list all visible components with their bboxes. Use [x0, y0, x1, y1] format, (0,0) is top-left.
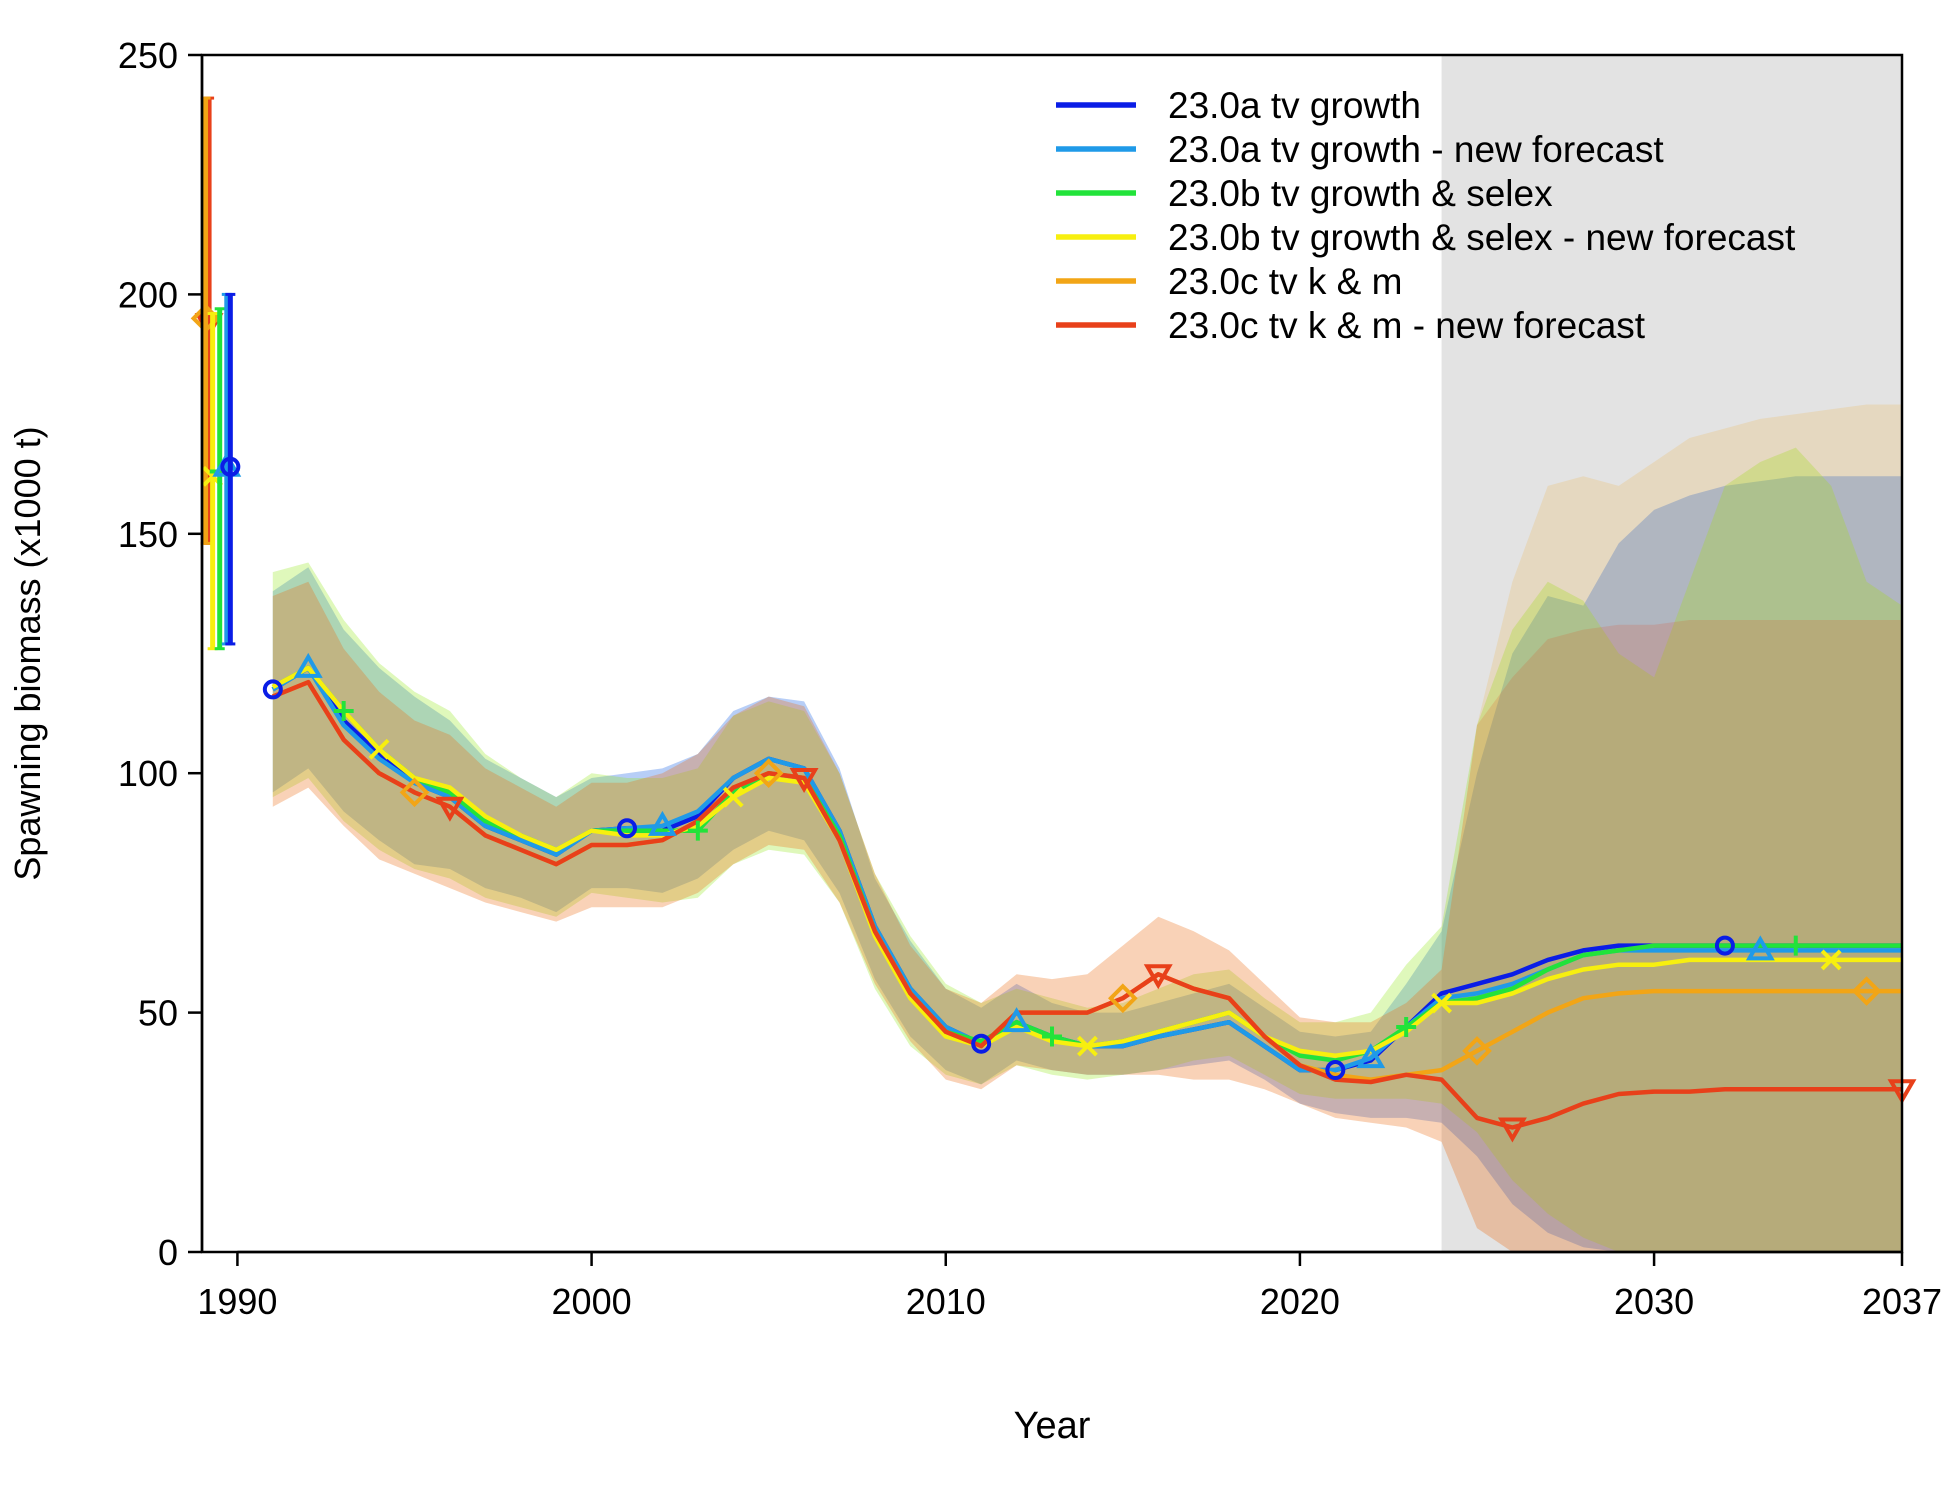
x-tick-label: 2010	[906, 1281, 986, 1322]
marker-series-3	[1042, 1026, 1062, 1047]
marker-series-6	[1143, 964, 1173, 990]
marker-series-3	[1785, 935, 1806, 956]
legend-label-3: 23.0b tv growth & selex	[1168, 173, 1553, 214]
marker-series-4	[1820, 949, 1842, 971]
legend-label-1: 23.0a tv growth	[1168, 85, 1421, 126]
marker-series-6	[789, 767, 819, 793]
y-tick-label: 100	[118, 753, 178, 794]
marker-series-3	[333, 700, 354, 721]
virgin-biomass-intervals	[190, 96, 242, 651]
confidence-band-4	[272, 447, 1902, 1253]
marker-series-5	[1462, 1036, 1492, 1066]
confidence-band-3	[272, 447, 1902, 1253]
marker-series-5	[1851, 976, 1882, 1006]
marker-series-6	[1497, 1117, 1527, 1143]
series-markers	[262, 652, 1917, 1143]
y-tick-label: 0	[158, 1232, 178, 1273]
x-tick-label: 2030	[1614, 1281, 1694, 1322]
confidence-band-1	[272, 476, 1902, 1252]
series-line-6	[271, 679, 1902, 1130]
marker-series-2	[1002, 1007, 1032, 1033]
x-axis-label: Year	[1014, 1405, 1091, 1447]
marker-series-2	[647, 810, 677, 836]
forecast-shading	[1441, 55, 1902, 1252]
marker-series-1	[971, 1033, 992, 1054]
marker-series-2	[1745, 935, 1775, 961]
y-tick-label: 200	[118, 274, 178, 315]
marker-series-1	[1325, 1060, 1346, 1081]
forecast-region	[1441, 55, 1902, 1252]
confidence-bands	[272, 404, 1902, 1253]
marker-series-5	[399, 777, 430, 808]
marker-series-5	[1108, 983, 1138, 1014]
virgin-point-1	[220, 456, 241, 477]
marker-series-5	[753, 758, 784, 789]
marker-series-3	[1396, 1016, 1417, 1037]
x-tick-label: 2000	[552, 1281, 632, 1322]
confidence-band-6	[272, 581, 1902, 1252]
marker-series-1	[262, 679, 283, 700]
x-tick-label: 2020	[1260, 1281, 1340, 1322]
y-tick-label: 150	[118, 514, 178, 555]
marker-series-2	[293, 652, 323, 678]
legend-label-4: 23.0b tv growth & selex - new forecast	[1168, 217, 1796, 258]
y-tick-label: 250	[118, 35, 178, 76]
y-axis-label: Spawning biomass (x1000 t)	[7, 426, 48, 880]
x-tick-label: 2037	[1862, 1281, 1942, 1322]
confidence-band-2	[272, 476, 1902, 1252]
y-tick-label: 50	[138, 993, 178, 1034]
y-axis: 0 50 100 150 200 250	[118, 35, 204, 1273]
marker-series-6	[435, 796, 465, 822]
marker-series-4	[722, 786, 744, 808]
legend-label-5: 23.0c tv k & m	[1168, 261, 1402, 302]
x-tick-label: 1990	[197, 1281, 277, 1322]
x-axis: 1990 2000 2010 2020 2030 2037	[197, 1250, 1942, 1322]
marker-series-3	[687, 820, 708, 841]
legend-label-2: 23.0a tv growth - new forecast	[1168, 129, 1664, 170]
marker-series-4	[1431, 992, 1452, 1014]
marker-series-2	[1356, 1043, 1386, 1069]
marker-series-4	[368, 738, 390, 760]
marker-series-1	[617, 818, 637, 839]
marker-series-4	[1077, 1035, 1098, 1057]
marker-series-1	[1714, 935, 1735, 956]
legend-label-6: 23.0c tv k & m - new forecast	[1168, 305, 1646, 346]
